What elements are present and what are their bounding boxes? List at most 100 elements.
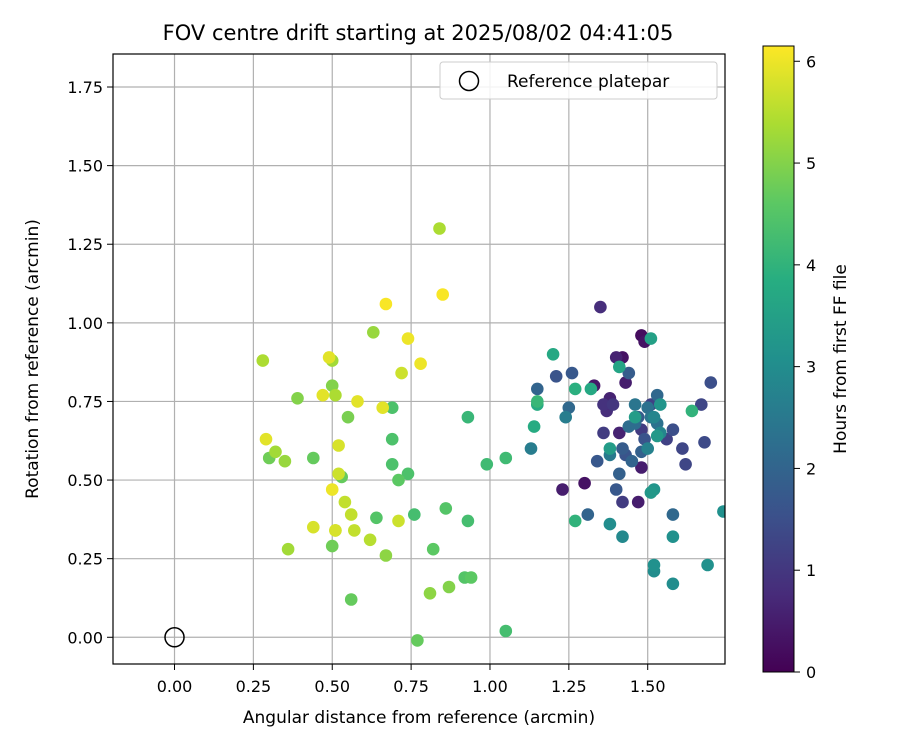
legend: Reference platepar (439, 61, 718, 100)
data-point (436, 288, 450, 301)
data-point (338, 495, 352, 509)
y-axis-label: Rotation from reference (arcmin) (23, 219, 43, 499)
data-point (597, 398, 610, 411)
data-point (348, 524, 361, 537)
data-point (584, 382, 598, 396)
data-point (597, 426, 610, 440)
data-point (392, 514, 405, 528)
data-point (322, 351, 336, 364)
data-point (379, 549, 393, 562)
legend-marker-reference (458, 70, 480, 92)
data-point (414, 357, 427, 371)
data-point (556, 483, 569, 496)
y-tick-label: 1.25 (67, 235, 103, 254)
data-point (344, 508, 358, 521)
data-point (619, 376, 632, 389)
data-point (666, 423, 680, 437)
colorbar-tick-label: 4 (806, 256, 816, 275)
data-point (654, 398, 667, 411)
data-point (307, 520, 320, 534)
x-tick-label: 1.25 (551, 677, 587, 696)
y-tick-label: 0.75 (67, 392, 103, 411)
data-point (531, 382, 544, 396)
data-point (325, 539, 339, 553)
y-tick-label: 1.50 (67, 157, 103, 176)
data-point (695, 398, 708, 411)
data-point (291, 392, 304, 405)
data-point (269, 445, 282, 459)
data-point (411, 634, 424, 647)
data-point (635, 461, 648, 474)
data-point (616, 442, 629, 455)
data-point (341, 410, 355, 424)
data-point (704, 376, 718, 389)
scatter-points (256, 222, 725, 647)
data-point (679, 458, 692, 471)
data-point (644, 332, 658, 345)
data-point (329, 524, 342, 537)
x-tick-label: 1.50 (630, 677, 666, 696)
data-point (325, 483, 339, 496)
data-point (647, 558, 661, 572)
data-point (685, 404, 699, 418)
grid-lines (113, 54, 725, 664)
data-point (439, 502, 453, 515)
data-point (433, 222, 446, 235)
data-point (549, 370, 563, 383)
data-point (316, 388, 330, 402)
data-point (578, 476, 591, 490)
data-point (376, 401, 390, 415)
data-point (461, 410, 475, 424)
data-point (480, 458, 494, 471)
data-point (628, 398, 642, 411)
legend-box (439, 61, 718, 100)
data-point (606, 398, 620, 411)
data-point (717, 505, 725, 518)
data-point (531, 395, 544, 408)
y-tick-label: 0.25 (67, 550, 103, 569)
data-point (325, 379, 339, 393)
data-point (616, 530, 629, 543)
reference-platepar-marker (164, 627, 185, 648)
y-tick-label: 0.50 (67, 471, 103, 490)
data-point (464, 571, 478, 584)
plot-frame (112, 53, 726, 665)
colorbar-ticks: 0 1 2 3 4 5 6 (794, 52, 816, 682)
data-point (628, 410, 642, 424)
data-point (259, 432, 273, 446)
data-point (594, 300, 607, 314)
colorbar-gradient (763, 46, 794, 672)
data-point (329, 388, 342, 402)
data-point (562, 401, 576, 415)
y-axis-ticks: 0.00 0.25 0.50 0.75 1.00 1.25 1.50 1.75 (67, 78, 113, 647)
colorbar-tick-label: 2 (806, 459, 816, 478)
data-point (609, 351, 623, 364)
data-point (379, 297, 393, 311)
colorbar: 0 1 2 3 4 5 6 Hours from first FF file (762, 45, 851, 682)
legend-label-reference: Reference platepar (507, 72, 669, 92)
data-point (401, 467, 415, 481)
data-point (609, 483, 623, 496)
data-point (631, 495, 645, 509)
y-tick-label: 0.00 (67, 628, 103, 647)
y-tick-label: 1.75 (67, 78, 103, 97)
data-point (644, 486, 658, 499)
data-point (385, 432, 399, 446)
data-point (568, 382, 582, 396)
data-point (392, 473, 405, 487)
data-point (666, 508, 680, 521)
x-tick-label: 0.25 (236, 677, 272, 696)
data-point (370, 511, 383, 525)
x-tick-label: 0.00 (157, 677, 193, 696)
data-point (641, 442, 654, 455)
data-point (344, 593, 358, 606)
data-point (385, 401, 399, 415)
data-point (524, 442, 538, 455)
data-point (603, 442, 617, 455)
data-point (613, 426, 626, 440)
data-point (666, 530, 680, 543)
x-axis-label: Angular distance from reference (arcmin) (243, 708, 595, 728)
colorbar-frame (762, 45, 795, 673)
data-point (332, 439, 345, 452)
